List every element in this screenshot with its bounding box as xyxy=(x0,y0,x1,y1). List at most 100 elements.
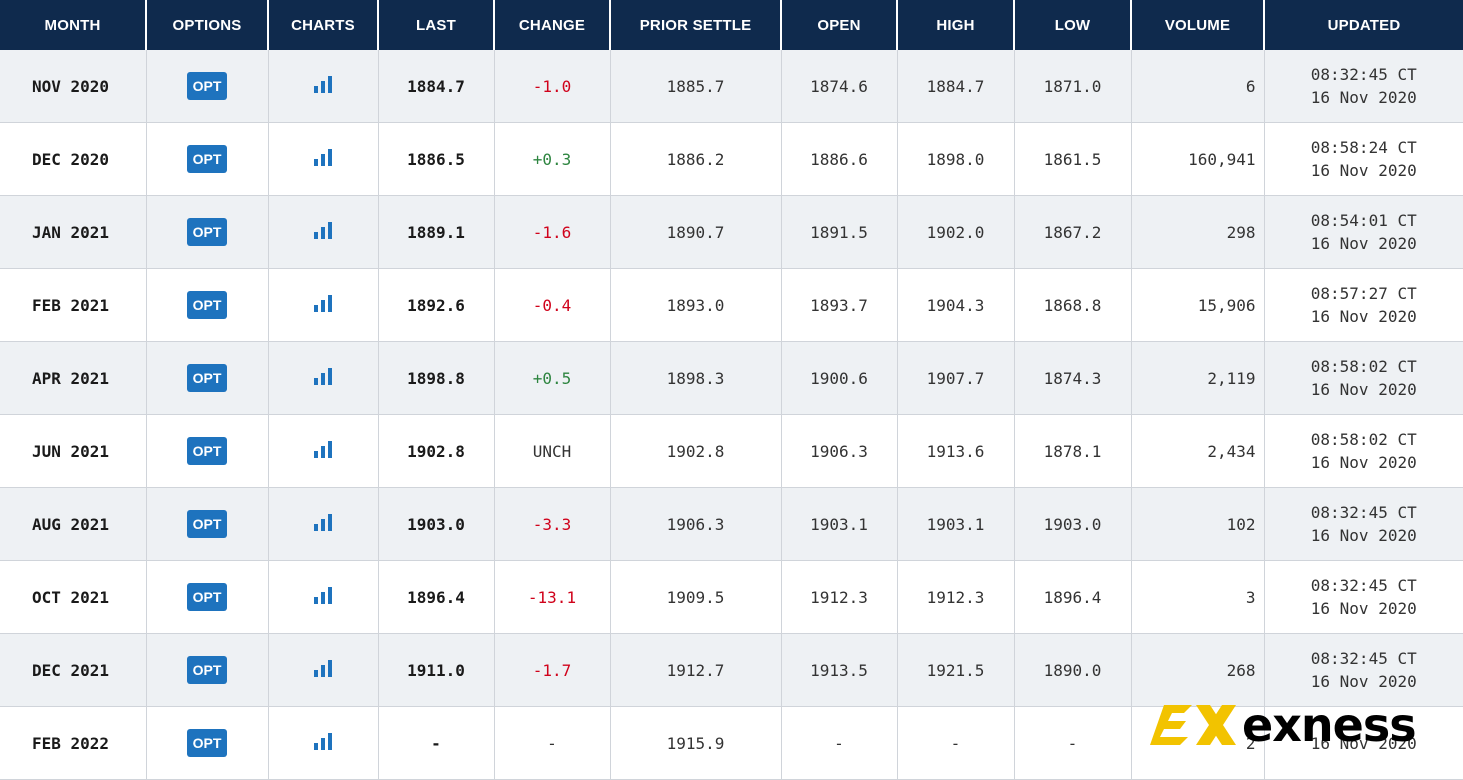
options-cell: OPT xyxy=(146,50,268,123)
options-cell: OPT xyxy=(146,488,268,561)
exness-logo: exness xyxy=(1150,700,1450,750)
open-price: 1891.5 xyxy=(781,196,897,269)
bar-chart-icon[interactable] xyxy=(313,513,333,535)
bar-chart-icon[interactable] xyxy=(313,367,333,389)
options-cell: OPT xyxy=(146,415,268,488)
contract-month[interactable]: OCT 2021 xyxy=(32,588,109,607)
contract-month[interactable]: AUG 2021 xyxy=(32,515,109,534)
opt-button[interactable]: OPT xyxy=(187,437,227,465)
open-price: 1913.5 xyxy=(781,634,897,707)
contract-month[interactable]: FEB 2021 xyxy=(32,296,109,315)
low-price: 1903.0 xyxy=(1014,488,1131,561)
header-row: MONTH OPTIONS CHARTS LAST CHANGE PRIOR S… xyxy=(0,0,1463,50)
charts-cell xyxy=(268,415,378,488)
month-cell[interactable]: DEC 2020 xyxy=(0,123,146,196)
contract-month[interactable]: DEC 2021 xyxy=(32,661,109,680)
updated-date: 16 Nov 2020 xyxy=(1265,86,1463,109)
opt-button[interactable]: OPT xyxy=(187,291,227,319)
table-row: NOV 2020 OPT 1884.7 -1.0 1885.7 1874.6 1… xyxy=(0,50,1463,123)
bar-chart-icon[interactable] xyxy=(313,75,333,97)
bar-chart-icon[interactable] xyxy=(313,732,333,754)
prior-settle: 1886.2 xyxy=(610,123,781,196)
header-month[interactable]: MONTH xyxy=(0,0,146,50)
header-high[interactable]: HIGH xyxy=(897,0,1014,50)
volume-value: 298 xyxy=(1131,196,1264,269)
header-open[interactable]: OPEN xyxy=(781,0,897,50)
prior-settle: 1906.3 xyxy=(610,488,781,561)
change-value: UNCH xyxy=(494,415,610,488)
exness-logo-mark-icon xyxy=(1150,705,1236,745)
table-row: OCT 2021 OPT 1896.4 -13.1 1909.5 1912.3 … xyxy=(0,561,1463,634)
month-cell[interactable]: APR 2021 xyxy=(0,342,146,415)
header-volume[interactable]: VOLUME xyxy=(1131,0,1264,50)
opt-button[interactable]: OPT xyxy=(187,656,227,684)
contract-month[interactable]: DEC 2020 xyxy=(32,150,109,169)
prior-settle: 1890.7 xyxy=(610,196,781,269)
low-price: 1874.3 xyxy=(1014,342,1131,415)
low-price: 1867.2 xyxy=(1014,196,1131,269)
bar-chart-icon[interactable] xyxy=(313,586,333,608)
bar-chart-icon[interactable] xyxy=(313,221,333,243)
month-cell[interactable]: AUG 2021 xyxy=(0,488,146,561)
change-value: -1.7 xyxy=(494,634,610,707)
opt-button[interactable]: OPT xyxy=(187,583,227,611)
header-updated[interactable]: UPDATED xyxy=(1264,0,1463,50)
options-cell: OPT xyxy=(146,561,268,634)
contract-month[interactable]: NOV 2020 xyxy=(32,77,109,96)
table-row: AUG 2021 OPT 1903.0 -3.3 1906.3 1903.1 1… xyxy=(0,488,1463,561)
header-last[interactable]: LAST xyxy=(378,0,494,50)
open-price: 1886.6 xyxy=(781,123,897,196)
contract-month[interactable]: FEB 2022 xyxy=(32,734,109,753)
opt-button[interactable]: OPT xyxy=(187,145,227,173)
low-price: 1878.1 xyxy=(1014,415,1131,488)
header-prior-settle[interactable]: PRIOR SETTLE xyxy=(610,0,781,50)
contract-month[interactable]: JUN 2021 xyxy=(32,442,109,461)
month-cell[interactable]: JUN 2021 xyxy=(0,415,146,488)
opt-button[interactable]: OPT xyxy=(187,729,227,757)
bar-chart-icon[interactable] xyxy=(313,294,333,316)
contract-month[interactable]: JAN 2021 xyxy=(32,223,109,242)
options-cell: OPT xyxy=(146,196,268,269)
volume-value: 102 xyxy=(1131,488,1264,561)
month-cell[interactable]: NOV 2020 xyxy=(0,50,146,123)
updated-cell: 08:32:45 CT 16 Nov 2020 xyxy=(1264,561,1463,634)
month-cell[interactable]: FEB 2021 xyxy=(0,269,146,342)
header-charts[interactable]: CHARTS xyxy=(268,0,378,50)
charts-cell xyxy=(268,561,378,634)
options-cell: OPT xyxy=(146,269,268,342)
opt-button[interactable]: OPT xyxy=(187,218,227,246)
header-change[interactable]: CHANGE xyxy=(494,0,610,50)
month-cell[interactable]: JAN 2021 xyxy=(0,196,146,269)
change-value: -0.4 xyxy=(494,269,610,342)
volume-value: 2,434 xyxy=(1131,415,1264,488)
high-price: 1921.5 xyxy=(897,634,1014,707)
bar-chart-icon[interactable] xyxy=(313,440,333,462)
updated-time: 08:58:24 CT xyxy=(1265,136,1463,159)
low-price: - xyxy=(1014,707,1131,780)
header-low[interactable]: LOW xyxy=(1014,0,1131,50)
opt-button[interactable]: OPT xyxy=(187,510,227,538)
table-row: DEC 2021 OPT 1911.0 -1.7 1912.7 1913.5 1… xyxy=(0,634,1463,707)
last-price: 1884.7 xyxy=(378,50,494,123)
options-cell: OPT xyxy=(146,123,268,196)
month-cell[interactable]: OCT 2021 xyxy=(0,561,146,634)
bar-chart-icon[interactable] xyxy=(313,148,333,170)
month-cell[interactable]: FEB 2022 xyxy=(0,707,146,780)
last-price: 1896.4 xyxy=(378,561,494,634)
charts-cell xyxy=(268,342,378,415)
open-price: 1900.6 xyxy=(781,342,897,415)
high-price: 1903.1 xyxy=(897,488,1014,561)
low-price: 1861.5 xyxy=(1014,123,1131,196)
month-cell[interactable]: DEC 2021 xyxy=(0,634,146,707)
table-row: JUN 2021 OPT 1902.8 UNCH 1902.8 1906.3 1… xyxy=(0,415,1463,488)
updated-time: 08:32:45 CT xyxy=(1265,501,1463,524)
opt-button[interactable]: OPT xyxy=(187,364,227,392)
bar-chart-icon[interactable] xyxy=(313,659,333,681)
options-cell: OPT xyxy=(146,342,268,415)
header-options[interactable]: OPTIONS xyxy=(146,0,268,50)
updated-cell: 08:58:24 CT 16 Nov 2020 xyxy=(1264,123,1463,196)
contract-month[interactable]: APR 2021 xyxy=(32,369,109,388)
opt-button[interactable]: OPT xyxy=(187,72,227,100)
volume-value: 3 xyxy=(1131,561,1264,634)
